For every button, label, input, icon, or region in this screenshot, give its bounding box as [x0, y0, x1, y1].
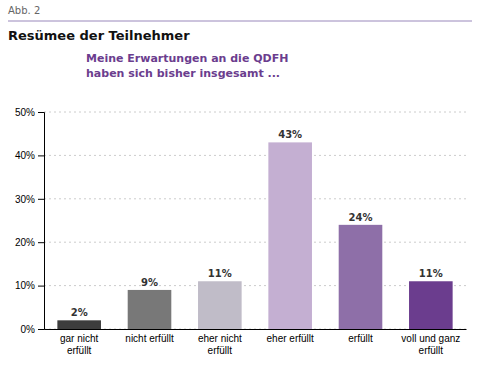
x-tick-label: eher nichterfüllt [198, 333, 242, 356]
x-tick: gar nichterfüllt [60, 329, 99, 356]
grid-line [44, 155, 466, 156]
header: Abb. 2 Resümee der Teilnehmer Meine Erwart… [8, 5, 472, 80]
data-label: 2% [71, 307, 88, 318]
y-tick-label: 40% [15, 150, 35, 161]
y-tick: 30% [15, 194, 44, 205]
y-tick-mark [38, 155, 44, 156]
x-tick: erfüllt [348, 329, 373, 344]
y-tick: 20% [15, 237, 44, 248]
y-tick-mark [38, 199, 44, 200]
figure-label: Abb. 2 [8, 5, 40, 16]
title: Resümee der Teilnehmer [8, 28, 190, 43]
y-tick-mark [38, 112, 44, 113]
grid-line [44, 242, 466, 243]
y-axis: 0% 10% 20% 30% 40% 50% [15, 107, 45, 335]
y-tick-label: 30% [15, 194, 35, 205]
x-tick: voll und ganzerfüllt [401, 329, 460, 356]
grid [44, 112, 466, 329]
bars [57, 142, 452, 329]
y-axis-line [38, 113, 45, 330]
x-tick-label: erfüllt [348, 333, 373, 344]
subtitle: Meine Erwartungen an die QDFHhaben sich … [86, 52, 288, 80]
y-tick-label: 20% [15, 237, 35, 248]
x-tick-label: gar nichterfüllt [60, 333, 99, 356]
grid-line [44, 329, 466, 330]
x-tick-label: voll und ganzerfüllt [401, 333, 460, 356]
y-tick-mark [38, 329, 44, 330]
y-tick: 10% [15, 280, 44, 291]
y-tick-mark [38, 242, 44, 243]
data-labels: 2% 9% 11% 43% 24% 11% [71, 129, 443, 318]
plot: 2% 9% 11% 43% 24% 11% 0% 10% 20% 30% 40% 50% gar nic… [15, 107, 467, 356]
data-label: 43% [278, 129, 302, 140]
x-axis: gar nichterfüllt nicht erfüllt eher nichte… [45, 329, 467, 356]
bar [57, 320, 101, 329]
x-axis-line [45, 329, 467, 330]
x-tick: eher erfüllt [267, 329, 314, 344]
y-tick-label: 10% [15, 280, 35, 291]
x-tick-label: eher erfüllt [267, 333, 314, 344]
x-tick: eher nichterfüllt [198, 329, 242, 356]
y-tick: 50% [15, 107, 44, 118]
y-tick-label: 0% [21, 324, 36, 335]
grid-line [44, 112, 466, 113]
y-tick: 0% [21, 324, 44, 335]
y-tick-mark [38, 286, 44, 287]
grid-line [44, 285, 466, 286]
data-label: 11% [419, 268, 443, 279]
grid-line [44, 198, 466, 199]
x-tick-label: nicht erfüllt [125, 333, 174, 344]
bar [339, 225, 383, 329]
data-label: 24% [349, 212, 373, 223]
data-label: 9% [141, 277, 158, 288]
bar [268, 142, 312, 329]
bar [198, 281, 242, 329]
bar [128, 290, 172, 329]
y-tick: 40% [15, 150, 44, 161]
y-tick-label: 50% [15, 107, 35, 118]
bar [409, 281, 453, 329]
data-label: 11% [208, 268, 232, 279]
x-tick: nicht erfüllt [125, 329, 174, 344]
chart: Abb. 2 Resümee der Teilnehmer Meine Erwart… [0, 0, 480, 369]
separator [8, 21, 472, 22]
